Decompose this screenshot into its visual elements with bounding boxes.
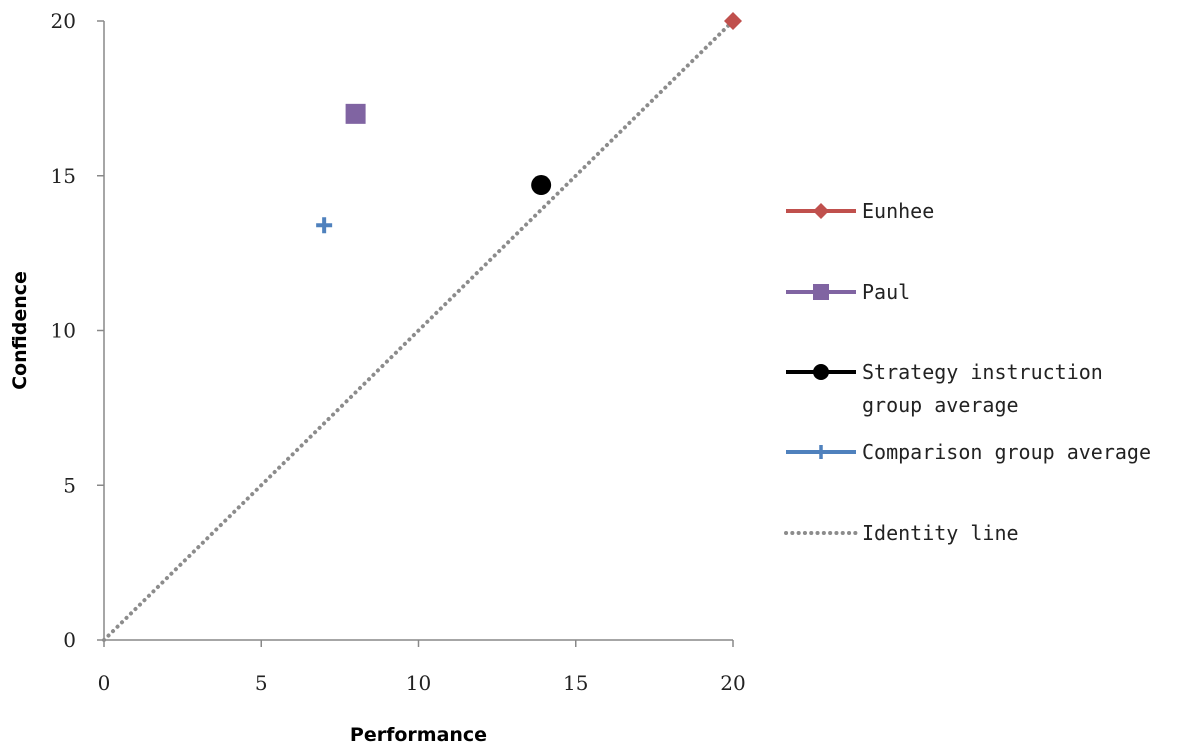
plot-area: 0 5 10 15 20 0 5 10 15 20 [51,9,746,695]
data-point-diamond [724,12,742,30]
legend-label: Paul [862,280,910,304]
data-markers [316,12,742,234]
y-tick-label: 10 [51,319,76,343]
legend: Eunhee Paul Strategy instruction group aver… [784,199,1151,545]
x-axis-title: Performance [350,724,487,742]
x-tick-label: 10 [406,671,431,695]
legend-item: Identity line [784,521,1019,545]
legend-marker-circle [813,364,829,380]
legend-label: Strategy instruction [862,360,1103,384]
y-tick-label: 15 [51,164,76,188]
y-axis-title: Confidence [9,271,31,390]
identity-line [102,19,735,642]
data-point-square [345,103,366,124]
legend-marker-square [813,284,829,300]
legend-label: group average [862,393,1019,417]
legend-marker-diamond [813,203,829,219]
x-tick-label: 5 [255,671,268,695]
legend-item: Comparison group average [786,440,1151,464]
legend-label: Identity line [862,521,1019,545]
y-tick-label: 5 [63,473,76,497]
y-tick-label: 0 [63,628,76,652]
legend-item: Strategy instruction group average [786,360,1103,417]
x-tick-label: 20 [720,671,745,695]
legend-item: Paul [786,280,910,304]
data-point-plus [316,217,333,234]
legend-marker-plus [814,445,828,459]
y-tick-label: 20 [51,9,76,33]
x-tick-label: 0 [98,671,111,695]
x-axis-ticks: 0 5 10 15 20 [98,640,746,695]
legend-label: Comparison group average [862,440,1151,464]
data-point-circle [531,175,552,196]
legend-item: Eunhee [786,199,934,223]
legend-label: Eunhee [862,199,934,223]
y-axis-ticks: 0 5 10 15 20 [51,9,104,652]
x-tick-label: 15 [563,671,588,695]
